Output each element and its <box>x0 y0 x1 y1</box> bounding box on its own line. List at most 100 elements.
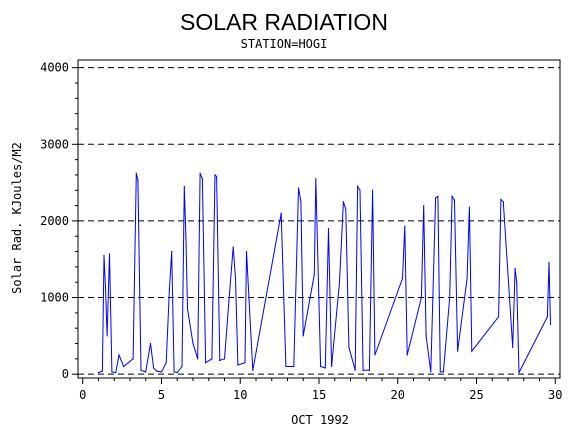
data-point <box>103 254 105 256</box>
data-point <box>497 316 500 318</box>
data-point <box>199 172 201 175</box>
x-axis: 0 5 10 15 20 25 30 <box>79 378 563 402</box>
data-point <box>327 227 330 230</box>
data-point <box>297 187 300 189</box>
data-point <box>101 370 104 372</box>
data-point <box>468 206 471 208</box>
data-point <box>168 289 170 291</box>
data-point <box>156 370 158 372</box>
data-point <box>449 296 451 299</box>
data-point <box>324 367 326 369</box>
data-point <box>111 371 113 373</box>
data-point <box>401 277 404 279</box>
data-point <box>145 371 147 373</box>
data-point <box>285 365 287 368</box>
data-point <box>115 372 117 374</box>
data-point <box>356 185 359 188</box>
y-tick-label: 2000 <box>40 214 69 228</box>
data-point <box>181 365 183 368</box>
data-point <box>502 201 504 203</box>
gridlines <box>78 67 560 375</box>
data-point <box>104 289 107 291</box>
chart-subtitle: STATION=HOGI <box>241 37 328 51</box>
data-point <box>512 346 514 348</box>
data-point <box>423 204 425 207</box>
data-point <box>500 198 502 201</box>
data-point <box>252 369 254 371</box>
data-point <box>345 208 347 211</box>
data-point <box>518 372 520 374</box>
data-point <box>548 261 550 263</box>
data-point <box>371 189 374 191</box>
data-point <box>338 281 341 283</box>
data-point <box>214 174 216 176</box>
data-point <box>442 371 445 373</box>
data-point <box>173 371 175 373</box>
data-point <box>319 365 322 368</box>
data-point <box>176 372 178 374</box>
data-point <box>451 195 453 197</box>
data-point <box>204 362 207 364</box>
data-point <box>280 212 282 214</box>
data-point <box>201 178 204 180</box>
data-point <box>430 371 432 373</box>
series-line <box>98 173 551 374</box>
data-point <box>219 359 221 361</box>
data-point <box>97 372 100 374</box>
data-point <box>313 273 315 276</box>
data-point <box>514 267 516 270</box>
data-point <box>315 178 317 180</box>
data-point <box>108 253 111 255</box>
x-tick-label: 5 <box>158 388 165 402</box>
data-point <box>183 185 185 188</box>
data-point <box>457 350 459 352</box>
data-point <box>171 250 173 253</box>
chart-title: SOLAR RADIATION <box>180 9 388 35</box>
y-tick-label: 1000 <box>40 291 69 305</box>
x-tick-label: 0 <box>79 388 86 402</box>
data-point <box>302 335 304 337</box>
data-point <box>140 369 142 371</box>
data-point <box>244 362 246 364</box>
y-tick-label: 4000 <box>40 61 69 75</box>
data-point <box>185 235 187 237</box>
data-point <box>516 281 518 283</box>
data-point <box>118 354 120 356</box>
data-point <box>149 342 152 345</box>
data-point <box>404 225 406 227</box>
data-point <box>453 199 456 201</box>
data-point <box>137 179 139 181</box>
data-point <box>420 296 422 299</box>
data-point <box>228 296 230 299</box>
data-point <box>232 246 234 248</box>
data-point <box>211 358 213 360</box>
data-point <box>439 371 441 373</box>
data-point <box>348 346 350 348</box>
data-point <box>160 371 163 373</box>
data-point <box>132 358 134 360</box>
data-point <box>245 250 248 253</box>
data-point <box>406 354 408 356</box>
x-tick-label: 25 <box>469 388 483 402</box>
y-tick-label: 3000 <box>40 137 69 151</box>
x-tick-label: 10 <box>233 388 247 402</box>
data-point <box>106 335 108 337</box>
data-point <box>549 323 552 325</box>
data-point <box>374 354 376 356</box>
data-point <box>153 367 155 369</box>
data-point <box>123 365 125 368</box>
data-point <box>437 195 439 197</box>
data-point <box>342 201 345 203</box>
data-point <box>293 365 295 368</box>
x-tick-label: 30 <box>548 388 562 402</box>
data-point <box>234 277 237 279</box>
x-tick-label: 15 <box>312 388 326 402</box>
data-point <box>466 277 468 279</box>
data-point <box>300 201 302 203</box>
data-point <box>197 358 199 360</box>
data-point <box>471 350 473 352</box>
data-point <box>192 342 194 345</box>
data-point <box>165 362 167 364</box>
data-point <box>216 175 218 178</box>
